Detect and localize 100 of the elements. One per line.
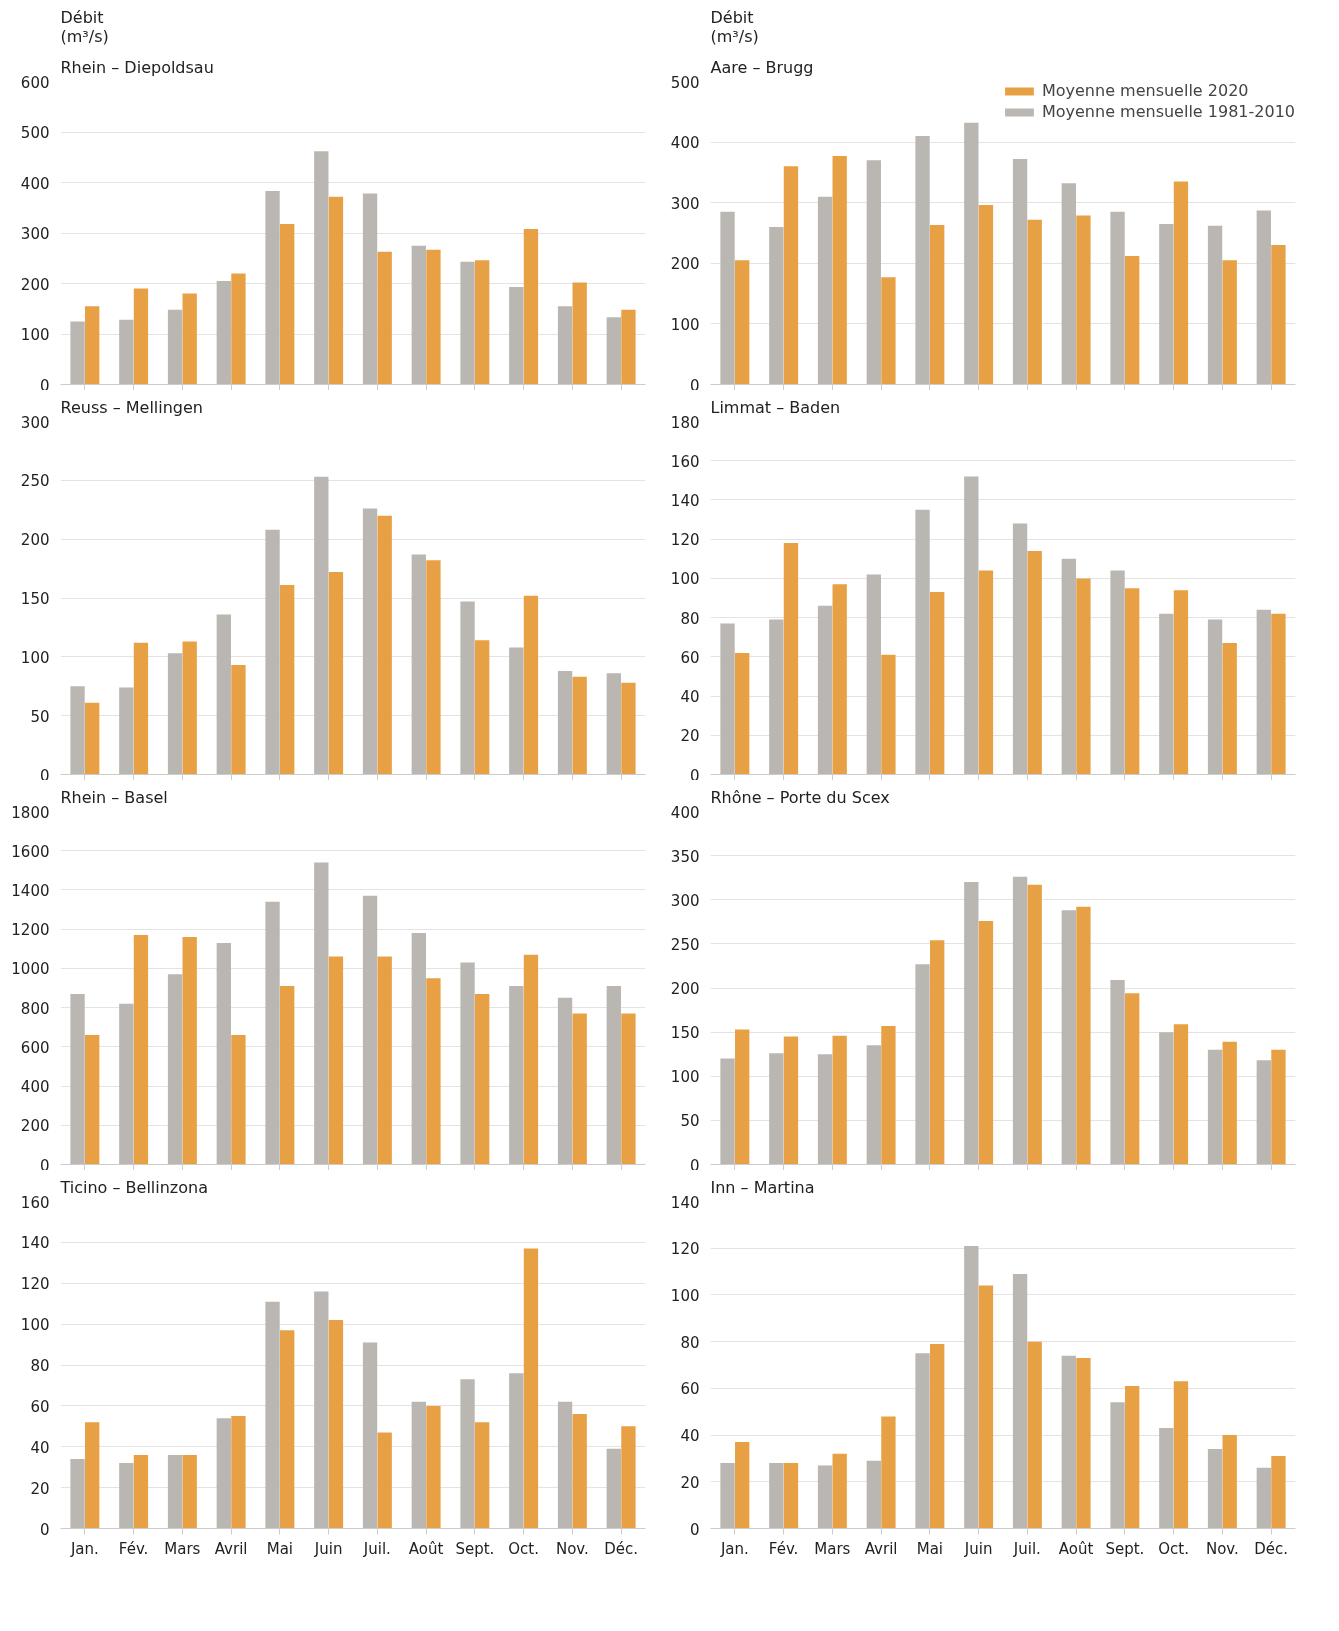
bar [362,508,378,775]
bar [1027,219,1042,385]
bar [621,682,636,775]
x-tick-label: Fév. [768,1539,799,1558]
y-tick-label: 100 [670,1068,700,1087]
bar [1256,609,1271,775]
y-tick-label: 100 [670,1286,700,1305]
bar [720,211,735,385]
bar [231,665,246,775]
y-tick-label: 40 [680,688,700,707]
x-tick-label: Mars [164,1539,201,1558]
bar [964,1245,979,1529]
bar [328,572,344,775]
bar [832,584,847,775]
y-tick-label: 120 [670,531,700,550]
x-tick-label: Sept. [1105,1539,1145,1558]
y-tick-label: 80 [30,1357,50,1375]
bar [119,1003,134,1165]
bar [915,136,930,385]
y-tick-label: 160 [20,1193,50,1212]
bar [85,1422,100,1529]
y-tick-label: 40 [680,1427,700,1446]
bar [1159,1032,1174,1165]
bar [866,1045,881,1165]
y-tick-label: 0 [689,376,700,395]
x-tick-label: Avril [214,1539,248,1558]
bar [216,280,231,385]
bar [572,1013,587,1165]
bar [167,309,183,385]
bar [377,251,392,385]
bar [606,1448,621,1529]
bar [1256,1060,1271,1165]
bar [915,509,930,775]
bar [1256,210,1271,385]
bar [557,306,573,385]
x-tick-label: Juil. [1012,1539,1041,1558]
y-tick-label: 140 [670,491,700,510]
y-tick-label: 160 [670,452,700,471]
bar [1222,1041,1237,1165]
y-tick-label: 150 [20,590,50,608]
bar [606,986,621,1165]
x-tick-label: Août [1058,1539,1094,1558]
bar [426,249,441,385]
bar [1173,1024,1189,1165]
bar [509,287,524,385]
bar [783,543,799,775]
bar [1173,181,1189,385]
x-tick-label: Sept. [455,1539,495,1558]
bar [866,1460,881,1529]
bar [362,1342,378,1529]
bar [1061,910,1076,1165]
bar [1271,1456,1286,1529]
bar [231,1416,246,1529]
bar [817,605,833,775]
y-tick-label: 0 [39,376,50,395]
bar [720,623,735,775]
bar [769,226,784,385]
bar [720,1463,735,1529]
x-tick-label: Fév. [118,1539,149,1558]
bar [915,1353,930,1529]
x-tick-label: Mars [814,1539,851,1558]
x-tick-label: Juin [963,1539,993,1558]
bar [265,529,280,775]
y-tick-label: 300 [670,891,700,910]
chart-title: Rhein – Basel [60,787,168,807]
bar [783,1036,799,1165]
y-tick-label: 0 [689,1156,700,1175]
y-tick-label: 100 [20,648,50,667]
y-tick-label: 100 [20,326,50,344]
y-tick-label: 1400 [11,881,50,900]
y-tick-label: 200 [20,531,50,550]
y-tick-label: 0 [39,1156,50,1175]
chart-title: Inn – Martina [710,1177,815,1197]
bar [720,1058,735,1165]
bar [85,1035,100,1165]
bar [1256,1467,1271,1529]
bar [1159,613,1174,775]
y-tick-label: 400 [670,134,700,153]
bar [133,1454,149,1529]
bar [133,642,149,775]
y-tick-label: 600 [20,1038,50,1057]
bar [783,1463,799,1529]
bar [119,1463,134,1529]
bar [1076,578,1091,775]
bar [1110,980,1125,1165]
y-tick-label: 20 [680,727,700,746]
bar [265,1301,280,1529]
bar [280,585,295,775]
bar [572,676,587,775]
x-tick-label: Mai [266,1539,294,1558]
bar [1271,613,1286,775]
bar [426,978,441,1165]
y-tick-label: 200 [20,275,50,294]
bar [167,974,183,1165]
bar [769,1463,784,1529]
y-tick-label: 400 [20,174,50,193]
bar [119,687,134,775]
bar [1207,619,1223,775]
x-tick-label: Nov. [555,1539,589,1558]
bar [1027,550,1042,775]
